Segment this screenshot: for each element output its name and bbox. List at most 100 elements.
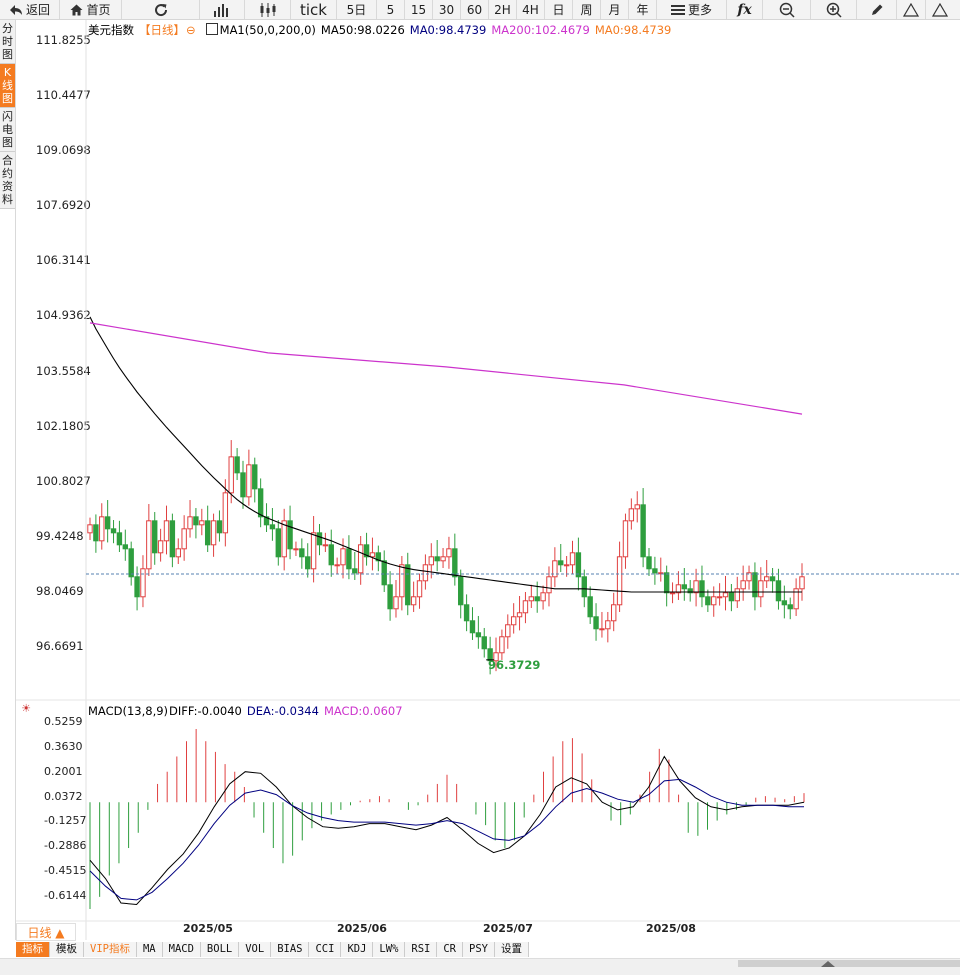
candle-body — [287, 520, 293, 550]
candle-body — [793, 588, 799, 610]
bar-chart-button[interactable] — [200, 0, 245, 19]
menu-icon — [670, 4, 685, 15]
candle-body — [534, 596, 540, 602]
period-button[interactable]: 5日 — [337, 0, 377, 19]
candle-body — [569, 552, 576, 566]
zoom-in-icon — [826, 2, 842, 18]
zoom-out-button[interactable] — [763, 0, 811, 19]
draw-button[interactable] — [857, 0, 897, 19]
shape-button[interactable] — [897, 0, 926, 19]
candle-body — [781, 600, 788, 606]
candle-body — [446, 548, 452, 558]
candle-body — [369, 552, 376, 558]
candle-body — [163, 520, 170, 542]
ma0-value-orange: MA0:98.4739 — [594, 23, 672, 37]
indicator-tab[interactable]: 模板 — [50, 942, 84, 957]
candle-body — [763, 576, 770, 582]
back-arrow-icon — [9, 4, 22, 15]
candle-body — [646, 556, 652, 570]
indicator-tab[interactable]: CR — [437, 942, 464, 957]
macd-settings-icon[interactable]: ☀ — [21, 702, 31, 715]
candle-body — [363, 544, 370, 558]
side-tab[interactable]: 闪电图 — [0, 108, 15, 152]
period-button[interactable]: 4H — [517, 0, 545, 19]
back-button[interactable]: 返回 — [0, 0, 60, 19]
ma200-value: MA200:102.4679 — [491, 23, 590, 37]
period-button[interactable]: 年 — [629, 0, 657, 19]
candlestick-button[interactable] — [245, 0, 291, 19]
period-button[interactable]: 5 — [377, 0, 405, 19]
indicator-tab[interactable]: 指标 — [16, 942, 50, 957]
toggle-circle-icon[interactable]: ⊖ — [186, 23, 196, 37]
indicator-tab[interactable]: LW% — [373, 942, 406, 957]
candle-body — [640, 504, 646, 558]
indicator-tab[interactable]: MACD — [162, 942, 201, 957]
period-button[interactable]: 15 — [405, 0, 433, 19]
horizontal-scrollbar[interactable] — [0, 958, 960, 975]
period-button[interactable]: 60 — [461, 0, 489, 19]
candle-body — [334, 564, 340, 567]
side-tab[interactable]: K线图 — [0, 64, 15, 108]
price-tick: 110.4477 — [36, 88, 91, 103]
candle-body — [463, 604, 470, 622]
indicator-tab[interactable]: VOL — [239, 942, 272, 957]
formula-button[interactable]: fx — [727, 0, 763, 19]
candle-body — [716, 596, 723, 599]
period-selector[interactable]: 日线 ▲ — [16, 923, 76, 941]
candle-body — [616, 556, 623, 606]
candle-body — [505, 624, 511, 638]
candle-body — [675, 584, 682, 594]
candle-body — [681, 584, 688, 590]
period-button[interactable]: 周 — [573, 0, 601, 19]
home-button[interactable]: 首页 — [60, 0, 122, 19]
candle-body — [510, 616, 517, 626]
indicator-tab[interactable]: VIP指标 — [84, 942, 137, 957]
indicator-tab[interactable]: RSI — [405, 942, 438, 957]
candle-body — [199, 520, 205, 526]
refresh-button[interactable] — [122, 0, 200, 19]
candle-body — [305, 556, 311, 570]
side-tab[interactable]: 合约资料 — [0, 152, 15, 209]
candle-body — [687, 588, 693, 594]
candle-body — [222, 492, 229, 534]
side-tab[interactable]: 分时图 — [0, 20, 15, 64]
period-button[interactable]: 2H — [489, 0, 517, 19]
pencil-icon — [871, 4, 882, 15]
collapse-button[interactable] — [926, 0, 954, 19]
zoom-in-button[interactable] — [811, 0, 857, 19]
indicator-tab[interactable]: BIAS — [271, 942, 310, 957]
candle-body — [516, 612, 523, 618]
tick-button[interactable]: tick — [291, 0, 337, 19]
candle-body — [628, 508, 635, 522]
price-tick: 96.6691 — [36, 639, 84, 653]
more-button[interactable]: 更多 — [657, 0, 727, 19]
period-button[interactable]: 30 — [433, 0, 461, 19]
candle-body — [558, 560, 564, 566]
indicator-tab[interactable]: MA — [136, 942, 163, 957]
scroll-arrow-icon[interactable] — [818, 960, 838, 968]
scrollbar-thumb[interactable] — [738, 960, 960, 967]
candle-body — [658, 572, 664, 575]
ma-params[interactable]: MA1(50,0,200,0) — [219, 23, 316, 37]
candle-body — [269, 524, 276, 530]
candle-body — [546, 576, 552, 594]
candle-body — [699, 580, 705, 598]
candle-body — [499, 636, 505, 654]
period-button[interactable]: 日 — [545, 0, 573, 19]
symbol-name: 美元指数 — [88, 23, 134, 37]
candle-body — [387, 584, 393, 610]
candle-body — [705, 596, 711, 606]
candle-body — [746, 572, 752, 582]
candle-body — [104, 516, 111, 530]
candle-body — [663, 572, 670, 594]
period-button[interactable]: 月 — [601, 0, 629, 19]
indicator-tab[interactable]: BOLL — [200, 942, 240, 957]
indicator-tab[interactable]: CCI — [309, 942, 342, 957]
candle-body — [275, 528, 281, 558]
price-tick: 104.9362 — [36, 308, 91, 323]
indicator-tab[interactable]: PSY — [463, 942, 495, 957]
indicator-tab[interactable]: 设置 — [494, 942, 529, 957]
macd-value: MACD:0.0607 — [323, 704, 403, 718]
indicator-tab[interactable]: KDJ — [341, 942, 374, 957]
